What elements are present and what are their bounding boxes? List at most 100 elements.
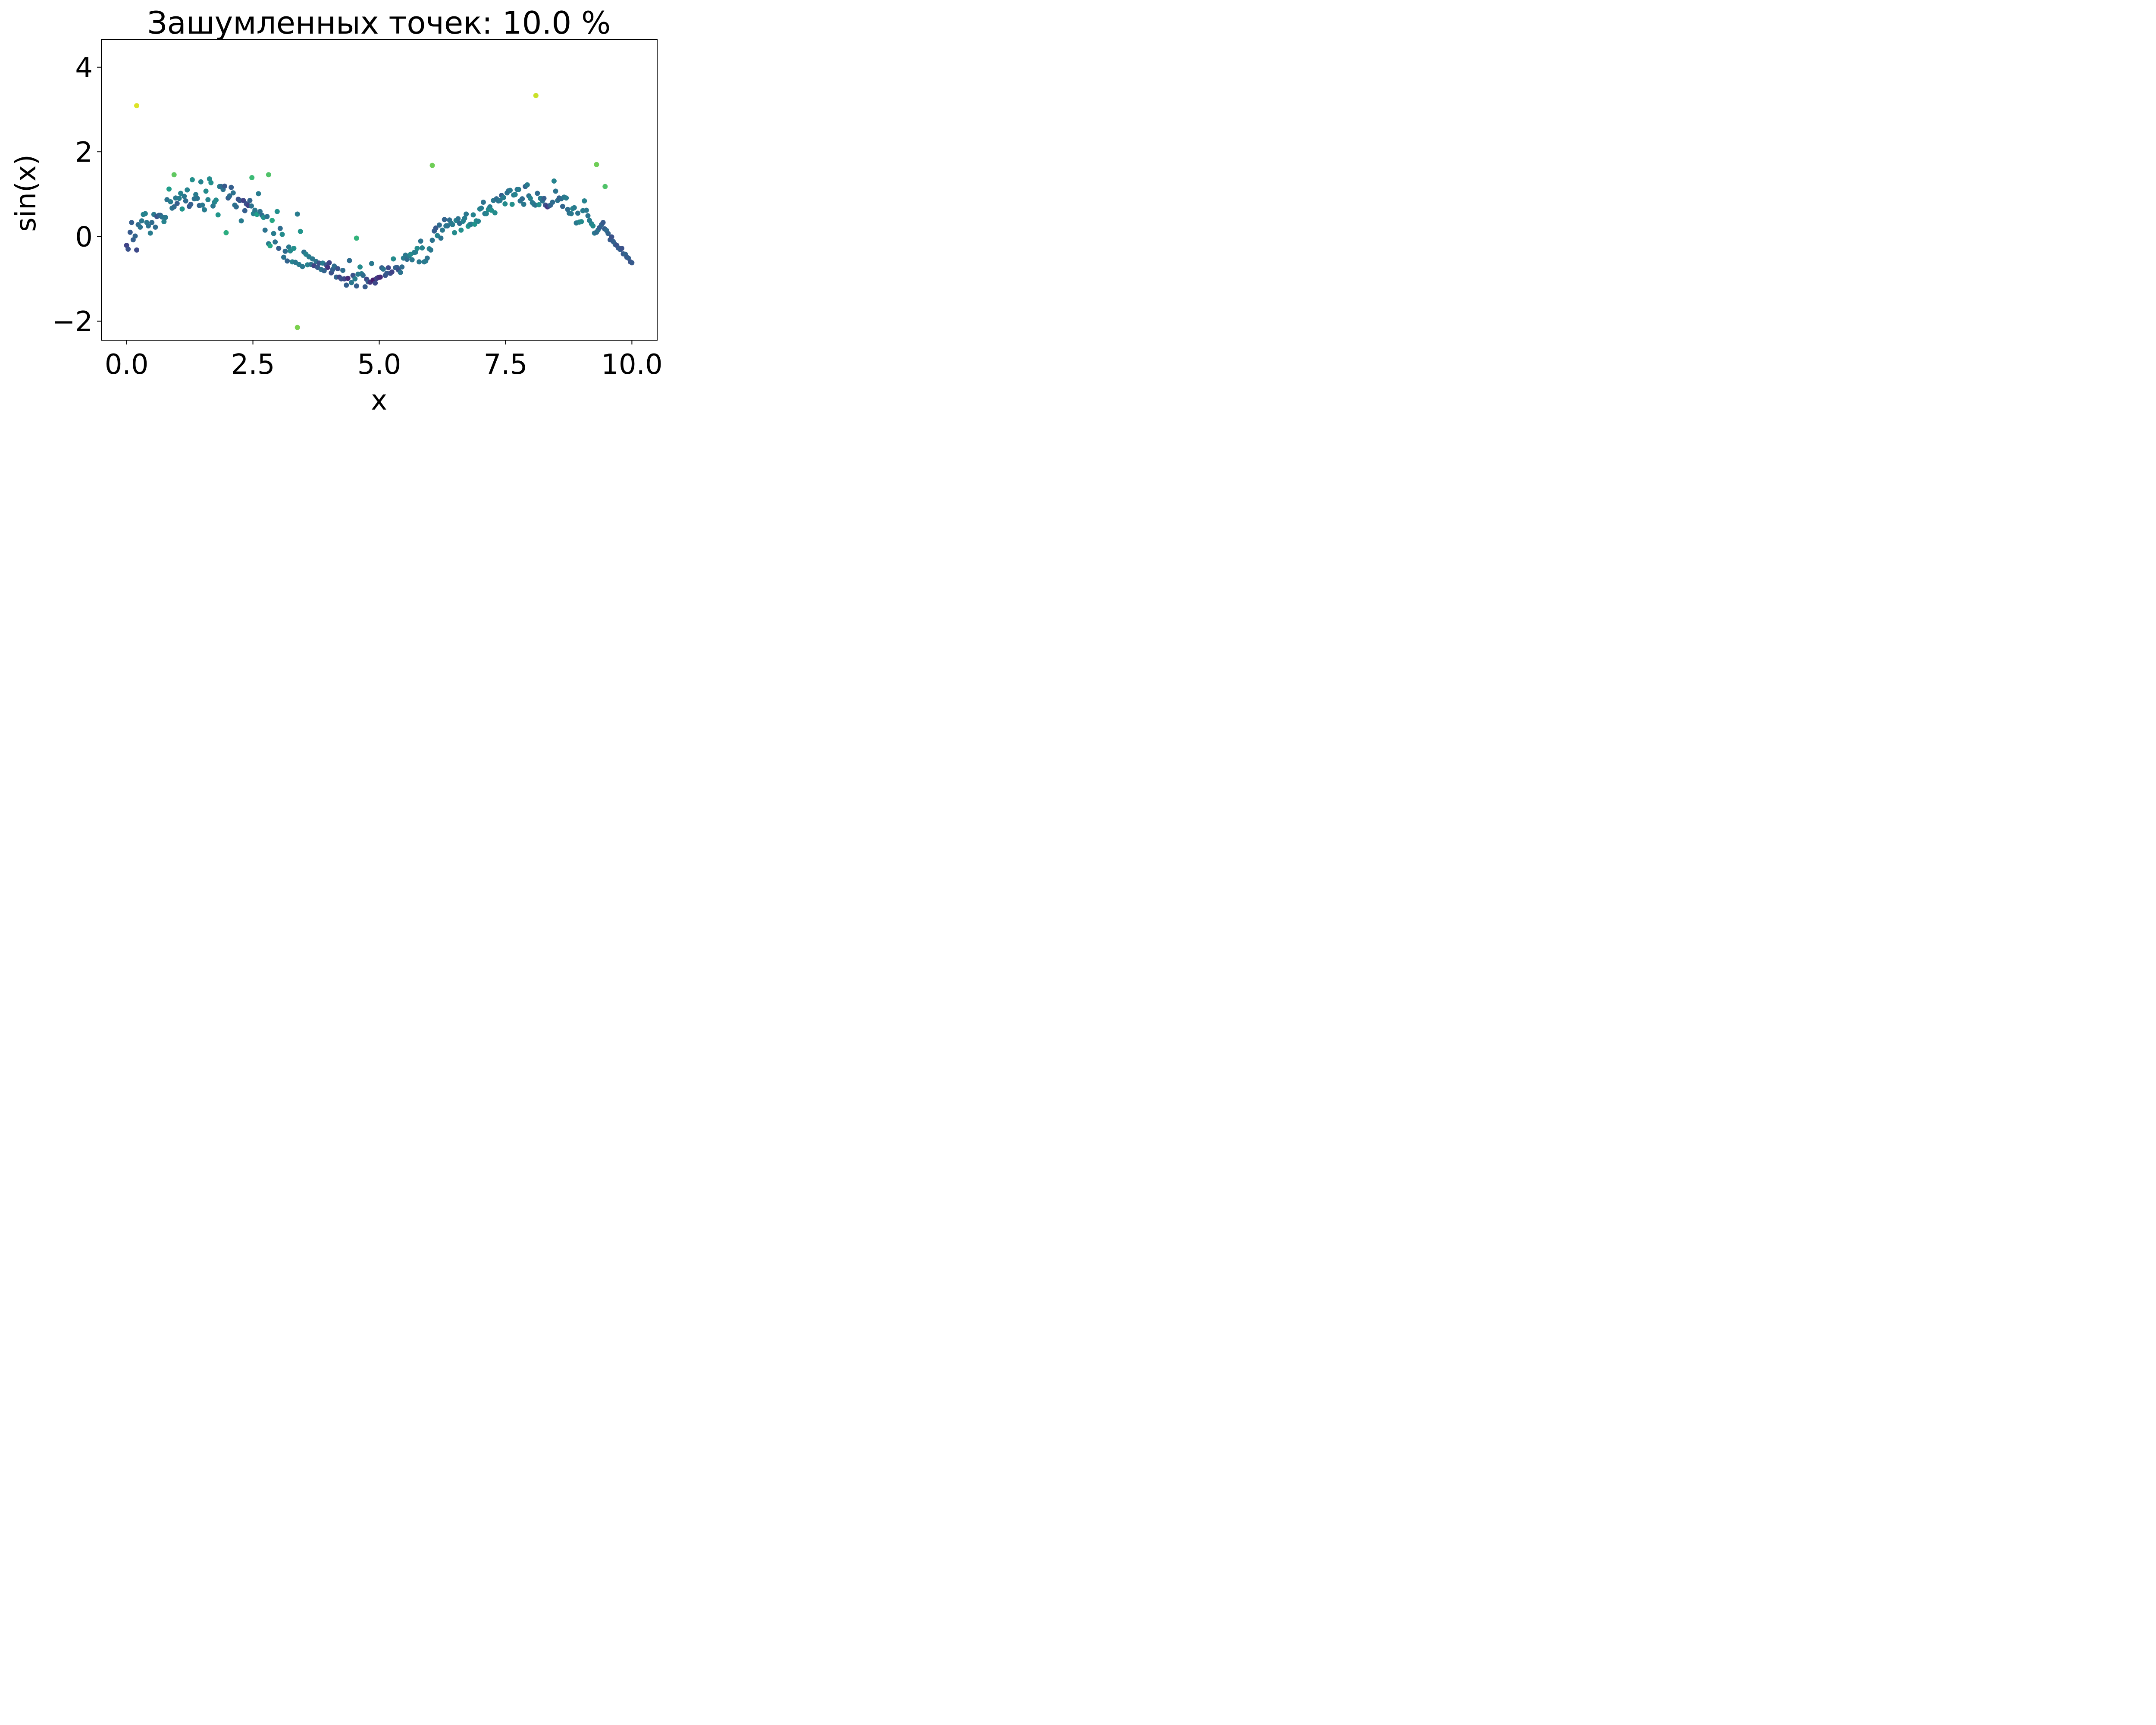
scatter-point bbox=[179, 206, 185, 212]
scatter-point bbox=[389, 269, 395, 275]
y-axis-ticks: −2 0 2 4 bbox=[52, 52, 101, 338]
scatter-point bbox=[429, 163, 435, 168]
scatter-chart: Зашумленных точек: 10.0 % 0.0 2.5 5.0 7.5 10… bbox=[0, 0, 676, 425]
x-tick-label: 5.0 bbox=[357, 349, 401, 381]
scatter-point bbox=[347, 258, 352, 263]
scatter-point bbox=[349, 280, 354, 285]
chart-figure: Зашумленных точек: 10.0 % 0.0 2.5 5.0 7.5 10… bbox=[0, 0, 676, 425]
scatter-point bbox=[399, 264, 405, 270]
scatter-point bbox=[512, 192, 518, 197]
scatter-point bbox=[352, 276, 358, 282]
scatter-point bbox=[291, 246, 297, 251]
scatter-point bbox=[257, 209, 263, 214]
scatter-point bbox=[203, 188, 209, 194]
scatter-point bbox=[229, 185, 234, 190]
scatter-point bbox=[590, 223, 596, 229]
scatter-point bbox=[183, 198, 188, 203]
scatter-point bbox=[153, 224, 158, 230]
x-axis-label: x bbox=[371, 385, 387, 416]
scatter-point bbox=[335, 266, 341, 272]
scatter-point bbox=[271, 231, 276, 236]
scatter-point bbox=[295, 211, 300, 217]
scatter-point bbox=[541, 196, 547, 201]
scatter-point bbox=[626, 255, 631, 261]
scatter-point bbox=[521, 201, 526, 207]
scatter-point bbox=[417, 259, 422, 265]
scatter-point bbox=[161, 219, 167, 225]
scatter-point bbox=[594, 162, 599, 167]
scatter-point bbox=[501, 195, 506, 200]
scatter-point bbox=[237, 198, 243, 203]
scatter-point bbox=[398, 269, 403, 275]
scatter-point bbox=[262, 227, 268, 233]
scatter-point bbox=[602, 184, 608, 189]
scatter-point bbox=[163, 215, 168, 220]
scatter-point bbox=[277, 225, 283, 231]
y-axis-label: sin(x) bbox=[10, 154, 42, 232]
scatter-point bbox=[202, 207, 207, 213]
scatter-point bbox=[452, 230, 458, 235]
scatter-point bbox=[468, 222, 474, 227]
scatter-point bbox=[362, 284, 368, 290]
y-tick-label: 2 bbox=[75, 137, 93, 169]
scatter-point bbox=[241, 198, 246, 203]
scatter-point bbox=[317, 260, 322, 266]
scatter-point bbox=[222, 183, 227, 189]
scatter-point bbox=[256, 191, 261, 197]
scatter-point bbox=[276, 246, 282, 251]
scatter-point bbox=[464, 211, 469, 217]
scatter-point bbox=[533, 93, 539, 98]
scatter-point bbox=[391, 256, 396, 262]
scatter-point bbox=[455, 216, 461, 222]
scatter-point bbox=[182, 194, 187, 199]
scatter-point bbox=[194, 196, 200, 201]
points-layer bbox=[124, 93, 635, 330]
y-tick-label: 0 bbox=[75, 221, 93, 253]
scatter-point bbox=[429, 238, 435, 243]
scatter-point bbox=[492, 210, 498, 216]
scatter-point bbox=[176, 196, 182, 201]
scatter-point bbox=[147, 230, 153, 236]
scatter-point bbox=[249, 175, 255, 180]
scatter-point bbox=[174, 200, 180, 206]
x-tick-label: 10.0 bbox=[601, 349, 663, 381]
scatter-point bbox=[508, 188, 513, 193]
scatter-point bbox=[516, 187, 521, 192]
scatter-point bbox=[433, 225, 439, 231]
scatter-point bbox=[208, 180, 214, 185]
scatter-point bbox=[354, 283, 359, 289]
scatter-point bbox=[300, 264, 305, 269]
scatter-point bbox=[188, 201, 194, 207]
scatter-point bbox=[321, 268, 327, 273]
scatter-point bbox=[132, 233, 138, 239]
scatter-point bbox=[619, 246, 624, 251]
scatter-point bbox=[134, 103, 139, 109]
scatter-point bbox=[282, 248, 288, 254]
x-axis-ticks: 0.0 2.5 5.0 7.5 10.0 bbox=[105, 340, 663, 381]
scatter-point bbox=[509, 201, 515, 207]
scatter-point bbox=[553, 188, 558, 194]
x-tick-label: 2.5 bbox=[231, 349, 275, 381]
chart-title: Зашумленных точек: 10.0 % bbox=[147, 5, 611, 41]
scatter-point bbox=[373, 280, 378, 286]
scatter-point bbox=[279, 232, 285, 237]
scatter-point bbox=[298, 229, 303, 234]
scatter-point bbox=[270, 218, 275, 223]
scatter-point bbox=[129, 220, 135, 225]
scatter-point bbox=[215, 212, 221, 218]
scatter-point bbox=[267, 243, 273, 249]
scatter-point bbox=[249, 203, 254, 209]
scatter-point bbox=[168, 199, 173, 204]
scatter-point bbox=[609, 234, 614, 240]
scatter-point bbox=[440, 227, 445, 233]
scatter-point bbox=[502, 201, 508, 207]
scatter-point bbox=[273, 239, 278, 245]
scatter-point bbox=[458, 227, 464, 233]
scatter-point bbox=[369, 261, 374, 266]
scatter-point bbox=[442, 217, 447, 222]
scatter-point bbox=[385, 265, 391, 271]
scatter-point bbox=[185, 187, 190, 193]
scatter-point bbox=[384, 270, 390, 276]
scatter-point bbox=[535, 191, 540, 196]
scatter-point bbox=[438, 235, 444, 241]
